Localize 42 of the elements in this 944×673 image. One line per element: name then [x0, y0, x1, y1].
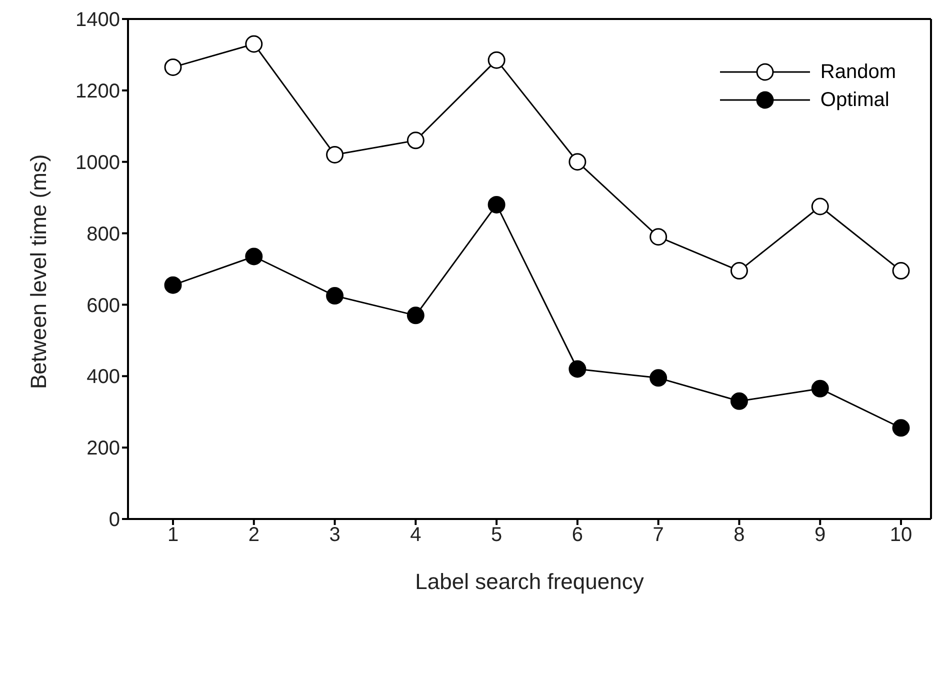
point [245, 248, 263, 266]
x-tick-label: 9 [814, 524, 826, 546]
x-tick-label: 6 [572, 524, 584, 546]
y-tick-label: 1200 [76, 80, 120, 103]
point [568, 153, 586, 171]
y-tick-label: 1000 [76, 152, 120, 174]
point [730, 262, 748, 280]
x-tick-label: 10 [890, 524, 912, 546]
point [488, 196, 506, 214]
point [406, 306, 424, 324]
y-tick-label: 200 [86, 438, 120, 460]
point [164, 276, 182, 294]
point [488, 51, 506, 69]
point [892, 419, 910, 437]
legend-label: Random [820, 60, 896, 84]
point [568, 360, 586, 378]
x-tick-label: 4 [410, 524, 422, 546]
x-tick-label: 3 [329, 524, 340, 546]
point [406, 132, 424, 150]
point [730, 392, 748, 410]
x-tick-label: 5 [490, 524, 502, 546]
x-tick-label: 2 [248, 524, 260, 546]
y-tick-label: 0 [108, 509, 120, 532]
point [326, 287, 344, 305]
x-tick-label: 7 [652, 524, 664, 546]
point [650, 369, 668, 387]
point [811, 380, 829, 398]
y-tick-label: 400 [86, 366, 120, 388]
point [245, 35, 263, 53]
point [164, 58, 182, 76]
point [650, 228, 668, 246]
y-axis-title: Between level time (ms) [26, 154, 51, 389]
x-axis-title: Label search frequency [415, 569, 644, 594]
x-tick-label: 1 [167, 524, 179, 546]
legend-label: Optimal [820, 88, 890, 112]
point [811, 198, 829, 216]
point [326, 146, 344, 164]
y-tick-label: 600 [86, 294, 120, 317]
point [892, 262, 910, 280]
x-tick-label: 8 [734, 524, 745, 546]
y-tick-label: 1400 [76, 9, 120, 32]
y-tick-label: 800 [86, 223, 120, 246]
